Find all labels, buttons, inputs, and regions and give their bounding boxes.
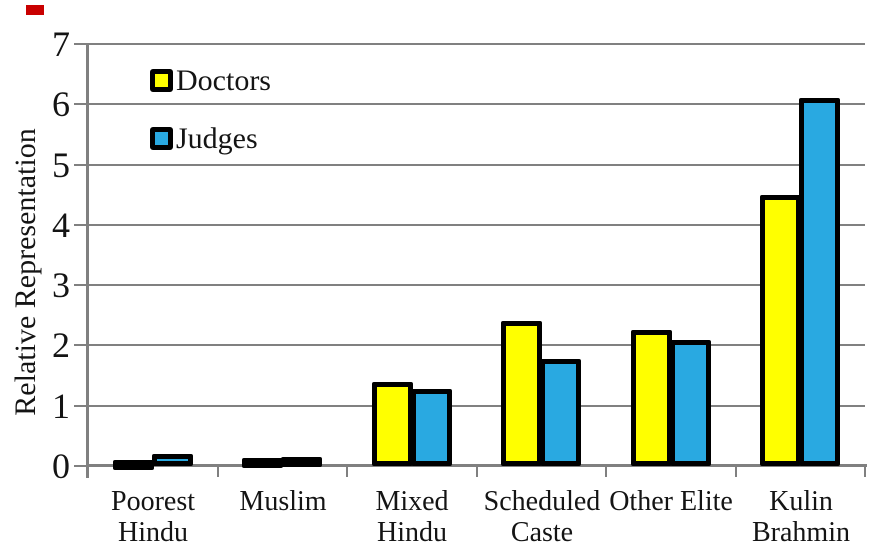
bar-doctors-other-elite <box>631 330 672 466</box>
y-tick-7 <box>74 43 88 45</box>
x-tick-0 <box>87 464 89 477</box>
gridline-2 <box>88 344 865 346</box>
legend-entry-judges: Judges <box>150 122 258 155</box>
y-tick-3 <box>74 284 88 286</box>
bar-doctors-mixed-hindu <box>372 382 413 466</box>
legend-label-doctors: Doctors <box>176 64 271 97</box>
y-tick-1 <box>74 405 88 407</box>
red-annotation-mark <box>26 5 44 15</box>
x-tick-4 <box>605 464 607 477</box>
x-label-kulin-brahmin: Kulin Brahmin <box>752 486 850 548</box>
bar-judges-mixed-hindu <box>411 389 452 466</box>
x-tick-3 <box>476 464 478 477</box>
x-label-poorest-hindu: Poorest Hindu <box>111 486 195 548</box>
bar-judges-poorest-hindu <box>152 454 193 466</box>
x-tick-2 <box>346 464 348 477</box>
bar-doctors-muslim <box>242 458 283 468</box>
y-tick-label-2: 2 <box>52 325 70 365</box>
y-tick-label-3: 3 <box>52 265 70 305</box>
y-tick-label-4: 4 <box>52 205 70 245</box>
x-tick-1 <box>217 464 219 477</box>
y-tick-0 <box>74 465 88 467</box>
x-label-mixed-hindu: Mixed Hindu <box>375 486 449 548</box>
y-tick-label-5: 5 <box>52 145 70 185</box>
x-label-scheduled-caste: Scheduled Caste <box>483 486 601 548</box>
y-tick-5 <box>74 164 88 166</box>
y-tick-4 <box>74 224 88 226</box>
y-tick-6 <box>74 103 88 105</box>
gridline-7 <box>88 43 865 45</box>
legend-label-judges: Judges <box>176 122 258 155</box>
bar-judges-kulin-brahmin <box>799 98 840 466</box>
bar-judges-other-elite <box>670 340 711 466</box>
x-label-muslim: Muslim <box>239 486 327 517</box>
bar-doctors-poorest-hindu <box>113 460 154 470</box>
gridline-1 <box>88 405 865 407</box>
bar-judges-muslim <box>281 457 322 467</box>
y-tick-label-0: 0 <box>52 446 70 486</box>
y-axis-line <box>86 44 89 478</box>
y-tick-label-6: 6 <box>52 84 70 124</box>
gridline-6 <box>88 103 865 105</box>
doctors-swatch <box>150 69 173 92</box>
y-tick-label-1: 1 <box>52 386 70 426</box>
gridline-3 <box>88 284 865 286</box>
y-tick-label-7: 7 <box>52 24 70 64</box>
bar-judges-scheduled-caste <box>540 359 581 466</box>
legend-entry-doctors: Doctors <box>150 64 271 97</box>
y-tick-2 <box>74 344 88 346</box>
bar-doctors-kulin-brahmin <box>760 195 801 466</box>
x-label-other-elite: Other Elite <box>609 486 733 517</box>
x-tick-6 <box>864 464 866 477</box>
judges-swatch <box>150 127 173 150</box>
x-tick-5 <box>735 464 737 477</box>
gridline-4 <box>88 224 865 226</box>
bar-doctors-scheduled-caste <box>501 321 542 466</box>
gridline-5 <box>88 164 865 166</box>
